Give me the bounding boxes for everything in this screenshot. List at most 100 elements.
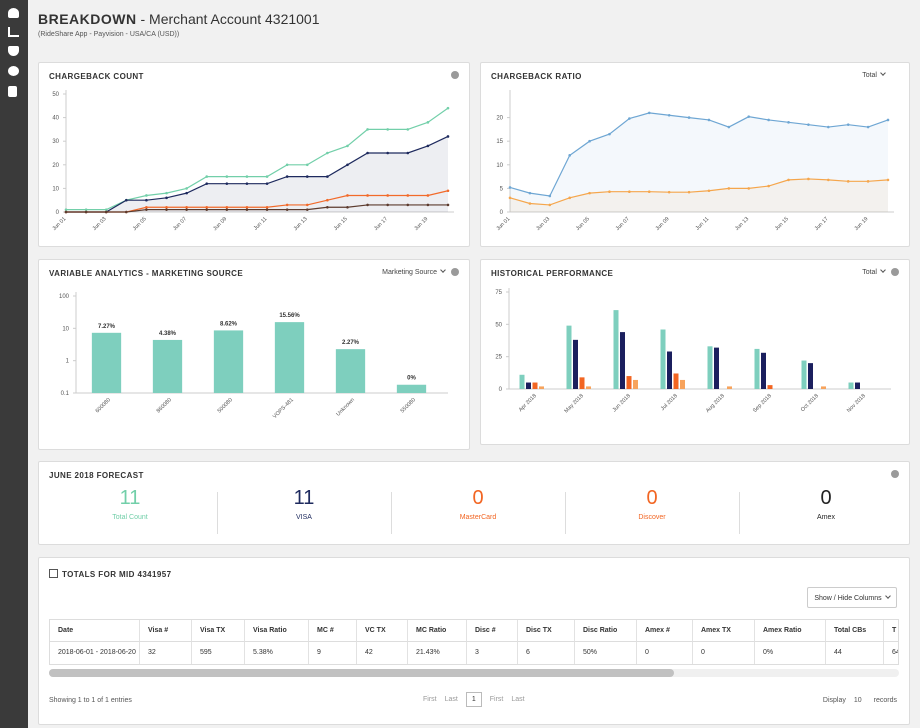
column-header[interactable]: Total CBs xyxy=(826,620,884,642)
point xyxy=(886,118,890,122)
point xyxy=(426,144,430,148)
column-header[interactable]: Amex TX xyxy=(693,620,755,642)
point xyxy=(608,190,611,194)
x-tick-label: May 2018 xyxy=(564,393,585,414)
dropdown[interactable]: Marketing Source xyxy=(382,267,446,276)
column-header[interactable]: VC TX xyxy=(357,620,408,642)
forecast-value: 0 xyxy=(646,487,658,509)
line xyxy=(66,135,449,213)
table-title-wrap: TOTALS FOR MID 4341957 xyxy=(49,569,171,579)
x-tick-label: Jun 01 xyxy=(495,216,511,232)
divider xyxy=(739,492,740,534)
point xyxy=(866,180,870,183)
shield-icon[interactable] xyxy=(8,46,19,56)
dashboard-icon[interactable] xyxy=(8,8,19,18)
bar xyxy=(620,332,625,389)
point xyxy=(205,208,209,211)
point xyxy=(687,190,691,194)
column-header[interactable]: T xyxy=(884,620,898,642)
point xyxy=(628,190,631,194)
bar xyxy=(579,377,585,389)
column-header[interactable]: Amex Ratio xyxy=(755,620,826,642)
help-icon[interactable] xyxy=(891,470,899,478)
page-title: BREAKDOWN - Merchant Account 4321001 xyxy=(38,11,320,27)
account: - Merchant Account 4321001 xyxy=(140,11,320,27)
y-tick-label: 0 xyxy=(500,210,504,216)
point xyxy=(165,191,168,195)
pager-button[interactable]: Last xyxy=(511,696,525,703)
column-header[interactable]: Visa Ratio xyxy=(245,620,309,642)
column-header[interactable]: Disc Ratio xyxy=(575,620,637,642)
length[interactable]: 10 xyxy=(853,697,862,704)
alert-icon[interactable] xyxy=(8,66,19,76)
document-icon[interactable] xyxy=(8,86,17,97)
x-tick-label: Jun 11 xyxy=(695,216,711,232)
table-cell: 21.43% xyxy=(408,642,467,664)
point xyxy=(265,175,269,178)
x-tick-label: Unknown xyxy=(335,397,355,417)
point xyxy=(406,151,410,155)
column-header[interactable]: Amex # xyxy=(637,620,693,642)
chart: 0 10 20 30 40 50 Jun 01 Jun 03 Jun 05 Jun 07 Jun 0… xyxy=(51,90,454,232)
point xyxy=(104,210,108,214)
bar xyxy=(761,352,766,389)
point xyxy=(185,208,188,211)
dropdown-label: Marketing Source xyxy=(382,269,437,276)
forecast-item: 11 Total Count xyxy=(43,486,217,536)
y-tick-label: 20 xyxy=(52,163,59,169)
point xyxy=(508,186,512,189)
x-tick-label: Sep 2018 xyxy=(752,393,773,414)
x-tick-label: Oct 2018 xyxy=(800,393,820,413)
x-tick-label: Jun 01 xyxy=(51,216,67,232)
x-tick-label: Jul 2018 xyxy=(660,393,679,412)
forecast-label: Amex xyxy=(817,514,835,521)
y-tick-label: 15 xyxy=(496,139,503,145)
column-header[interactable]: Visa # xyxy=(140,620,192,642)
point xyxy=(185,191,188,195)
pager-button[interactable]: First xyxy=(489,696,504,703)
dropdown-label: Total xyxy=(862,269,877,276)
help-icon[interactable] xyxy=(451,71,459,79)
point xyxy=(125,210,128,214)
forecast-label: Total Count xyxy=(112,514,148,521)
scrollbar[interactable] xyxy=(49,669,899,677)
x-tick-label: Jun 17 xyxy=(373,216,389,232)
point xyxy=(265,182,269,185)
column-header[interactable]: MC Ratio xyxy=(408,620,467,642)
forecast-value: 0 xyxy=(820,487,832,509)
point xyxy=(548,194,552,198)
x-tick-label: Jun 13 xyxy=(293,216,309,232)
pager-button[interactable]: First xyxy=(423,696,437,703)
column-header[interactable]: Disc # xyxy=(467,620,518,642)
point xyxy=(84,210,88,214)
point xyxy=(628,117,631,120)
chart-icon[interactable] xyxy=(8,27,19,37)
dropdown[interactable]: Total xyxy=(862,70,886,79)
column-header[interactable]: Visa TX xyxy=(192,620,245,642)
line xyxy=(66,107,449,211)
point xyxy=(827,178,830,182)
help-icon[interactable] xyxy=(891,268,899,276)
pager-button[interactable]: Last xyxy=(444,696,458,703)
column-header[interactable]: Date xyxy=(50,620,140,642)
y-tick-label: 5 xyxy=(500,186,504,192)
column-header[interactable]: MC # xyxy=(309,620,357,642)
point xyxy=(185,187,188,190)
column-header[interactable]: Disc TX xyxy=(518,620,575,642)
point xyxy=(245,208,249,211)
forecast-item: 0 Amex xyxy=(739,486,913,536)
point xyxy=(225,208,229,211)
pager-button[interactable]: 1 xyxy=(465,692,482,707)
point xyxy=(386,151,389,155)
dropdown[interactable]: Total xyxy=(862,267,886,276)
columns-button[interactable]: Show / Hide Columns xyxy=(807,587,897,608)
x-tick-label: Jun 09 xyxy=(655,216,671,232)
bar xyxy=(335,349,366,393)
point xyxy=(346,194,349,197)
help-icon[interactable] xyxy=(451,268,459,276)
point xyxy=(346,163,349,167)
x-tick-label: Jun 17 xyxy=(814,216,830,232)
y-tick-label: 10 xyxy=(496,163,503,169)
x-tick-label: Jun 07 xyxy=(615,216,631,232)
forecast-item: 0 MasterCard xyxy=(391,486,565,536)
